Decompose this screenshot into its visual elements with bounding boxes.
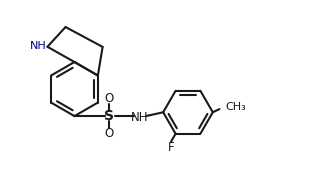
Text: O: O	[105, 92, 114, 105]
Text: NH: NH	[131, 111, 148, 124]
Text: CH₃: CH₃	[225, 101, 246, 112]
Text: O: O	[105, 127, 114, 140]
Text: S: S	[104, 109, 114, 123]
Text: F: F	[168, 141, 174, 154]
Text: NH: NH	[29, 41, 46, 51]
